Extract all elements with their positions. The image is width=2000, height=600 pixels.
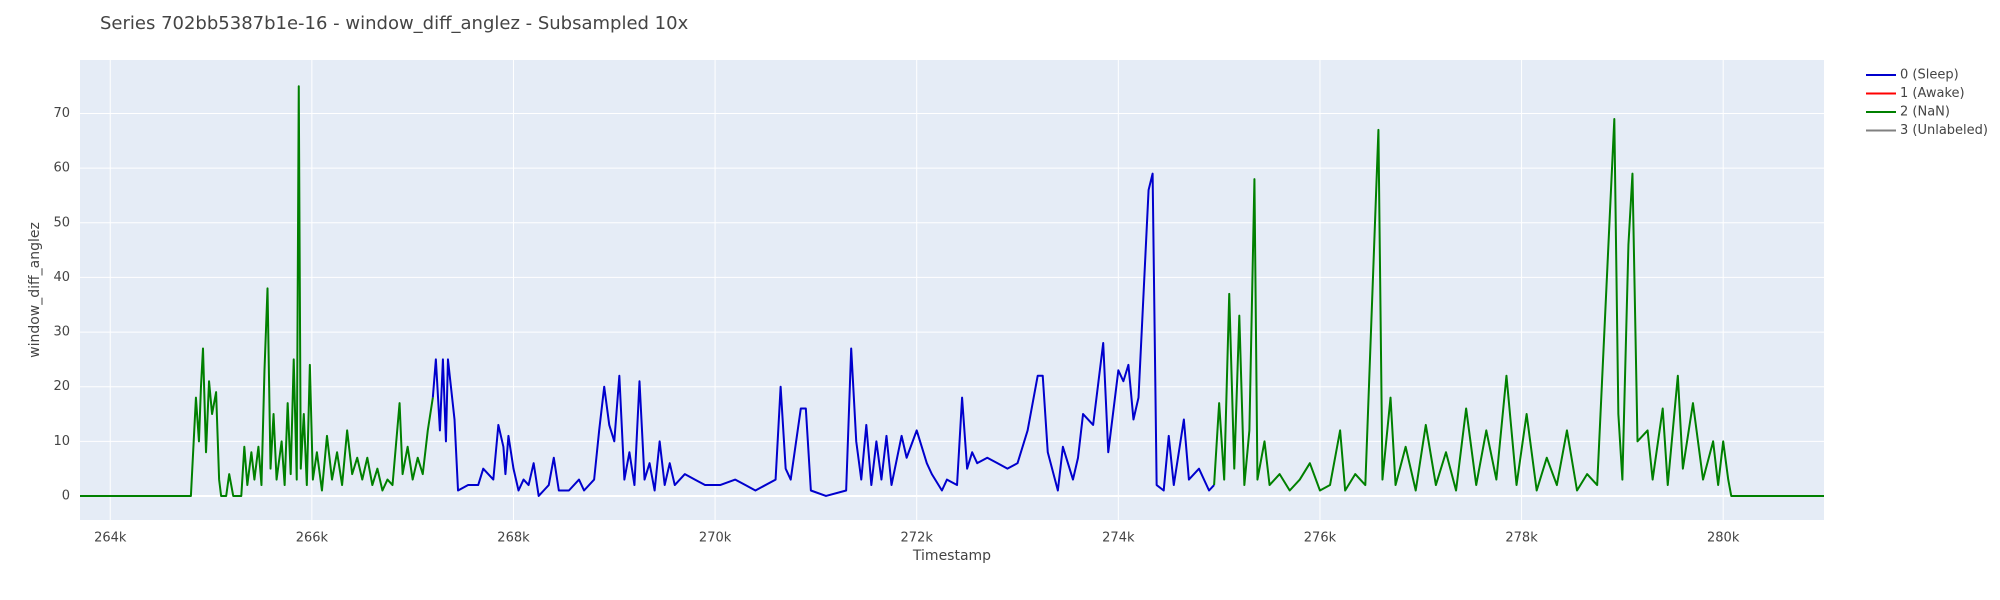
y-tick-label: 60 bbox=[53, 161, 70, 176]
legend-label: 1 (Awake) bbox=[1900, 86, 1965, 101]
x-tick-label: 274k bbox=[1102, 531, 1135, 546]
y-tick-label: 20 bbox=[53, 379, 70, 394]
x-tick-label: 270k bbox=[699, 531, 732, 546]
y-tick-label: 40 bbox=[53, 270, 70, 285]
data-line bbox=[80, 85, 1824, 497]
y-tick-label: 30 bbox=[53, 325, 70, 340]
legend-label: 0 (Sleep) bbox=[1900, 68, 1959, 83]
legend-label: 2 (NaN) bbox=[1900, 105, 1950, 120]
x-tick-label: 264k bbox=[94, 531, 127, 546]
plot-background bbox=[80, 60, 1824, 520]
y-tick-label: 0 bbox=[62, 488, 70, 503]
x-tick-label: 272k bbox=[901, 531, 934, 546]
x-tick-label: 266k bbox=[296, 531, 329, 546]
x-tick-label: 278k bbox=[1505, 531, 1538, 546]
y-tick-label: 70 bbox=[53, 106, 70, 121]
data-line bbox=[431, 172, 1215, 497]
chart-title: Series 702bb5387b1e-16 - window_diff_ang… bbox=[100, 13, 689, 34]
x-axis-title: Timestamp bbox=[912, 548, 991, 564]
x-tick-label: 276k bbox=[1304, 531, 1337, 546]
x-tick-label: 268k bbox=[497, 531, 530, 546]
y-tick-label: 50 bbox=[53, 215, 70, 230]
y-axis-title: window_diff_anglez bbox=[27, 222, 43, 358]
x-tick-label: 280k bbox=[1707, 531, 1740, 546]
legend-label: 3 (Unlabeled) bbox=[1900, 123, 1988, 138]
y-tick-label: 10 bbox=[53, 434, 70, 449]
